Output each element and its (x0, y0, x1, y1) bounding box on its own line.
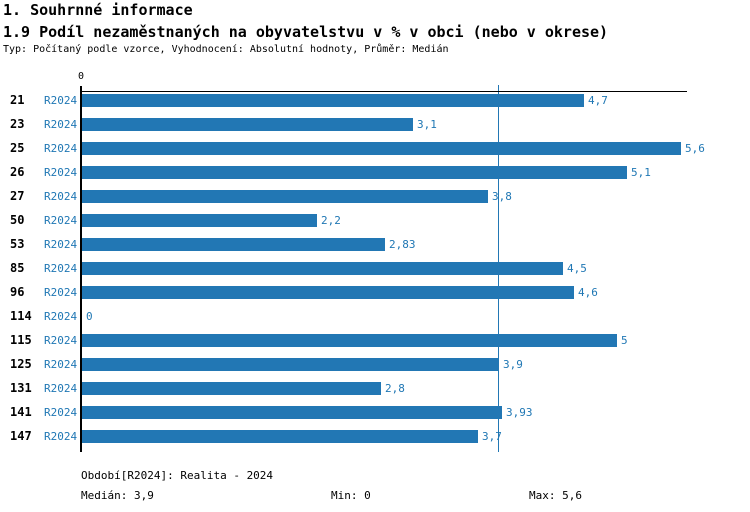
row-category-label: 21 (10, 93, 25, 107)
row-category-label: 50 (10, 213, 25, 227)
bar-value-label: 4,6 (578, 286, 598, 299)
value-bar (82, 358, 499, 371)
axis-zero-label: 0 (77, 71, 85, 82)
row-category-label: 85 (10, 261, 25, 275)
footer-max: Max: 5,6 (529, 489, 582, 502)
row-period-label: R2024 (44, 382, 78, 395)
bar-value-label: 2,2 (321, 214, 341, 227)
row-category-label: 141 (10, 405, 32, 419)
bar-value-label: 5,1 (631, 166, 651, 179)
row-period-label: R2024 (44, 334, 78, 347)
row-category-label: 23 (10, 117, 25, 131)
value-bar (82, 262, 563, 275)
bar-value-label: 4,5 (567, 262, 587, 275)
row-period-label: R2024 (44, 262, 78, 275)
row-period-label: R2024 (44, 118, 78, 131)
value-bar (82, 214, 317, 227)
value-bar (82, 118, 413, 131)
x-axis-top-line (81, 91, 687, 92)
value-bar (82, 94, 584, 107)
row-category-label: 53 (10, 237, 25, 251)
row-category-label: 25 (10, 141, 25, 155)
row-category-label: 26 (10, 165, 25, 179)
row-period-label: R2024 (44, 238, 78, 251)
row-category-label: 115 (10, 333, 32, 347)
row-period-label: R2024 (44, 430, 78, 443)
bar-value-label: 3,7 (482, 430, 502, 443)
footer-period: Období[R2024]: Realita - 2024 (81, 469, 274, 482)
row-period-label: R2024 (44, 142, 78, 155)
section-subtitle: 1.9 Podíl nezaměstnaných na obyvatelstvu… (3, 23, 609, 41)
bar-value-label: 2,83 (389, 238, 416, 251)
row-period-label: R2024 (44, 94, 78, 107)
row-period-label: R2024 (44, 214, 78, 227)
row-period-label: R2024 (44, 190, 78, 203)
value-bar (82, 430, 478, 443)
value-bar (82, 406, 502, 419)
chart-description: Typ: Počítaný podle vzorce, Vyhodnocení:… (3, 44, 449, 55)
value-bar (82, 382, 381, 395)
value-bar (82, 166, 627, 179)
bar-value-label: 2,8 (385, 382, 405, 395)
bar-value-label: 3,93 (506, 406, 533, 419)
bar-value-label: 5,6 (685, 142, 705, 155)
row-category-label: 131 (10, 381, 32, 395)
row-period-label: R2024 (44, 286, 78, 299)
value-bar (82, 190, 488, 203)
value-bar (82, 286, 574, 299)
bar-value-label: 3,8 (492, 190, 512, 203)
row-period-label: R2024 (44, 310, 78, 323)
bar-value-label: 4,7 (588, 94, 608, 107)
row-category-label: 27 (10, 189, 25, 203)
row-period-label: R2024 (44, 166, 78, 179)
row-category-label: 96 (10, 285, 25, 299)
y-axis-line (80, 86, 82, 452)
bar-value-label: 5 (621, 334, 628, 347)
value-bar (82, 238, 385, 251)
bar-value-label: 3,9 (503, 358, 523, 371)
value-bar (82, 334, 617, 347)
value-bar (82, 142, 681, 155)
row-period-label: R2024 (44, 358, 78, 371)
row-category-label: 125 (10, 357, 32, 371)
footer-median: Medián: 3,9 (81, 489, 154, 502)
bar-value-label: 0 (86, 310, 93, 323)
page-title: 1. Souhrnné informace (3, 1, 193, 19)
bar-value-label: 3,1 (417, 118, 437, 131)
row-category-label: 114 (10, 309, 32, 323)
footer-min: Min: 0 (331, 489, 371, 502)
row-category-label: 147 (10, 429, 32, 443)
row-period-label: R2024 (44, 406, 78, 419)
